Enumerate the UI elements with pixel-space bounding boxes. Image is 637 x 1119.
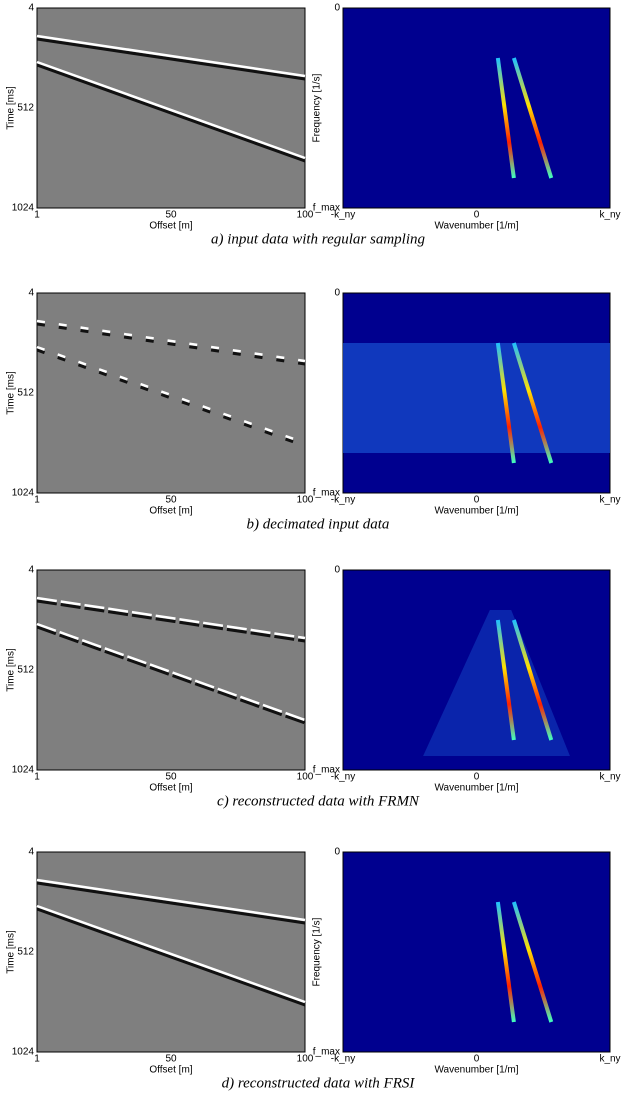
event-dark bbox=[36, 37, 306, 81]
x-axis-label: Wavenumber [1/m] bbox=[434, 783, 518, 794]
y-tick-label: 512 bbox=[17, 103, 34, 114]
y-tick-label: 0 bbox=[334, 288, 340, 299]
event-bright bbox=[36, 878, 306, 922]
fk-streak bbox=[511, 901, 554, 1023]
fk-streak bbox=[495, 342, 516, 464]
x-tick-label: 1 bbox=[34, 495, 40, 506]
fk-panel bbox=[342, 851, 611, 1053]
x-tick-label: 1 bbox=[34, 772, 40, 783]
y-axis-label: Frequency [1/s] bbox=[312, 73, 323, 142]
fk-streak bbox=[511, 619, 554, 741]
event-dark bbox=[36, 907, 306, 1007]
fk-streak bbox=[511, 342, 554, 464]
y-tick-label: 0 bbox=[334, 3, 340, 14]
y-tick-label: 1024 bbox=[12, 488, 35, 499]
x-tick-label: 1 bbox=[34, 1054, 40, 1065]
fk-noise bbox=[343, 343, 610, 453]
x-tick-label: 0 bbox=[474, 495, 480, 506]
x-tick-label: 0 bbox=[474, 772, 480, 783]
y-axis-label: Time [ms] bbox=[6, 648, 17, 692]
x-tick-label: -k_ny bbox=[331, 772, 355, 783]
event-dark bbox=[36, 322, 306, 366]
seismic-panel bbox=[36, 292, 306, 494]
y-axis-label: Time [ms] bbox=[6, 371, 17, 415]
x-tick-label: 100 bbox=[297, 772, 314, 783]
y-tick-label: 4 bbox=[28, 288, 34, 299]
x-tick-label: k_ny bbox=[599, 772, 620, 783]
x-tick-label: 0 bbox=[474, 1054, 480, 1065]
seismic-panel bbox=[36, 7, 306, 209]
y-tick-label: 512 bbox=[17, 665, 34, 676]
event-dark bbox=[36, 63, 306, 163]
x-axis-label: Wavenumber [1/m] bbox=[434, 1065, 518, 1076]
event-bright bbox=[36, 34, 306, 78]
event-bright bbox=[36, 345, 306, 445]
x-tick-label: 50 bbox=[165, 772, 177, 783]
y-axis-label: Frequency [1/s] bbox=[312, 917, 323, 986]
event-dark bbox=[36, 599, 306, 643]
fk-streak bbox=[495, 619, 516, 741]
fk-streak bbox=[495, 901, 516, 1023]
y-tick-label: 0 bbox=[334, 565, 340, 576]
y-tick-label: 512 bbox=[17, 947, 34, 958]
y-tick-label: 512 bbox=[17, 388, 34, 399]
x-tick-label: 50 bbox=[165, 1054, 177, 1065]
y-tick-label: 4 bbox=[28, 3, 34, 14]
y-tick-label: 4 bbox=[28, 565, 34, 576]
y-tick-label: 1024 bbox=[12, 765, 35, 776]
caption: b) decimated input data bbox=[247, 516, 390, 532]
y-axis-label: Time [ms] bbox=[6, 930, 17, 974]
y-tick-label: f_max bbox=[313, 203, 340, 214]
x-tick-label: 1 bbox=[34, 210, 40, 221]
y-tick-label: 4 bbox=[28, 847, 34, 858]
x-tick-label: -k_ny bbox=[331, 495, 355, 506]
x-tick-label: k_ny bbox=[599, 1054, 620, 1065]
y-tick-label: 1024 bbox=[12, 1047, 35, 1058]
y-axis-label: Time [ms] bbox=[6, 86, 17, 130]
x-axis-label: Wavenumber [1/m] bbox=[434, 506, 518, 517]
x-axis-label: Offset [m] bbox=[149, 1065, 192, 1076]
x-tick-label: k_ny bbox=[599, 210, 620, 221]
y-tick-label: f_max bbox=[313, 488, 340, 499]
y-tick-label: f_max bbox=[313, 1047, 340, 1058]
event-dark bbox=[36, 881, 306, 925]
caption: a) input data with regular sampling bbox=[211, 231, 426, 247]
fk-streak bbox=[495, 57, 516, 179]
x-axis-label: Offset [m] bbox=[149, 506, 192, 517]
y-tick-label: 1024 bbox=[12, 203, 35, 214]
seismic-panel bbox=[36, 569, 306, 771]
x-tick-label: k_ny bbox=[599, 495, 620, 506]
event-bright bbox=[36, 60, 306, 160]
x-tick-label: 50 bbox=[165, 495, 177, 506]
x-tick-label: 100 bbox=[297, 495, 314, 506]
caption: c) reconstructed data with FRMN bbox=[217, 793, 420, 809]
x-tick-label: 0 bbox=[474, 210, 480, 221]
event-bright bbox=[36, 319, 306, 363]
x-tick-label: 50 bbox=[165, 210, 177, 221]
x-tick-label: 100 bbox=[297, 1054, 314, 1065]
x-tick-label: -k_ny bbox=[331, 210, 355, 221]
event-bright bbox=[36, 596, 306, 640]
seismic-panel bbox=[36, 851, 306, 1053]
fk-noise bbox=[423, 610, 570, 756]
fk-panel bbox=[342, 7, 611, 209]
caption: d) reconstructed data with FRSI bbox=[222, 1075, 416, 1091]
event-bright bbox=[36, 904, 306, 1004]
y-tick-label: 0 bbox=[334, 847, 340, 858]
event-dark bbox=[36, 348, 306, 448]
x-axis-label: Wavenumber [1/m] bbox=[434, 221, 518, 232]
x-axis-label: Offset [m] bbox=[149, 783, 192, 794]
x-tick-label: 100 bbox=[297, 210, 314, 221]
y-tick-label: f_max bbox=[313, 765, 340, 776]
fk-streak bbox=[511, 57, 554, 179]
x-tick-label: -k_ny bbox=[331, 1054, 355, 1065]
x-axis-label: Offset [m] bbox=[149, 221, 192, 232]
